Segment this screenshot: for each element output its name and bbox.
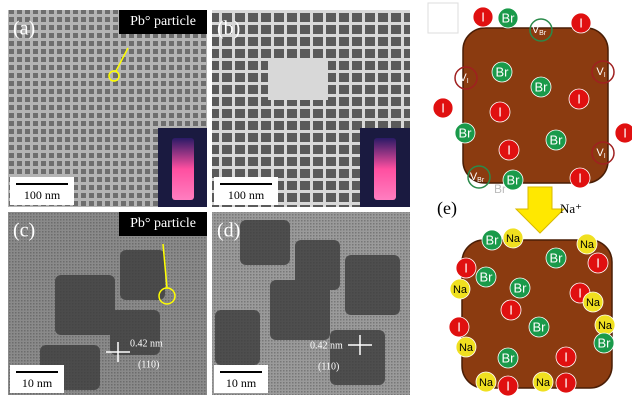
ion-label: Br xyxy=(480,269,494,284)
vacancy-subscript: Br xyxy=(539,30,547,37)
ion-label: I xyxy=(464,260,468,275)
ion-label: Br xyxy=(550,250,564,265)
ion-label: Na xyxy=(459,342,474,354)
ion-label: Br xyxy=(598,335,612,350)
scale-label: 100 nm xyxy=(24,188,61,202)
ion-label: I xyxy=(623,125,627,140)
ion-label: Br xyxy=(533,319,547,334)
ion-label: Br xyxy=(550,132,564,147)
vacancy-subscript: I xyxy=(467,78,469,85)
scale-label: 10 nm xyxy=(226,376,257,390)
ion-label: Na xyxy=(506,233,521,245)
lattice-plane: (110) xyxy=(318,361,339,372)
scale-label: 10 nm xyxy=(22,376,53,390)
ion-label: I xyxy=(578,285,582,300)
panel-label: (b) xyxy=(217,18,240,40)
ion-label: I xyxy=(564,349,568,364)
ion-label: I xyxy=(457,319,461,334)
ion-label: I xyxy=(481,9,485,24)
ion-label: Br xyxy=(514,280,528,295)
ion-label: Br xyxy=(486,232,500,247)
ion-label: Br xyxy=(507,172,521,187)
ion-label: Na xyxy=(479,377,494,389)
ion-label: I xyxy=(564,375,568,390)
lattice-spacing: 0.42 nm xyxy=(310,340,343,351)
ion-label: I xyxy=(596,255,600,270)
lattice-plane: (110) xyxy=(138,359,159,370)
ion-label: I xyxy=(509,302,513,317)
arrow xyxy=(516,187,564,233)
ion-label: I xyxy=(506,378,510,393)
vacancy-label: VBr xyxy=(532,24,547,37)
ion-label: I xyxy=(577,91,581,106)
panel-label: (d) xyxy=(217,220,240,242)
ion-label: Br xyxy=(459,125,473,140)
ion-label: I xyxy=(579,15,583,30)
ion-label: Na xyxy=(586,297,601,309)
tem-gap xyxy=(268,60,328,100)
ion-label: Na xyxy=(536,377,551,389)
annotation: Pb° particle xyxy=(130,14,196,29)
vacancy-subscript: I xyxy=(604,72,606,79)
panel-label: (c) xyxy=(13,220,35,242)
ion-label: Br xyxy=(502,350,516,365)
vacancy-subscript: Br xyxy=(477,177,485,184)
figure: (a) Pb° particle 100 nm (b) 100 nm (c) Pb° par… xyxy=(0,0,632,399)
ion-label: Na xyxy=(580,239,595,251)
ion-label: Br xyxy=(496,64,510,79)
reagent: Na⁺ xyxy=(560,201,582,216)
ion-label: I xyxy=(507,142,511,157)
ion-label: I xyxy=(578,170,582,185)
panel-label: (e) xyxy=(437,198,457,219)
ion-label: Br xyxy=(502,10,516,25)
lattice-spacing: 0.42 nm xyxy=(130,338,163,349)
page: {"panels":[ {"label":"(a)","annotation":… xyxy=(0,0,632,399)
annotation: Pb° particle xyxy=(130,216,196,231)
ion-label: Na xyxy=(453,284,468,296)
blank-box xyxy=(428,3,458,33)
vacancy-subscript: I xyxy=(604,153,606,160)
ion-label: I xyxy=(441,100,445,115)
ion-label: Na xyxy=(598,320,613,332)
panel-label: (a) xyxy=(13,18,35,40)
scale-label: 100 nm xyxy=(228,188,265,202)
vial xyxy=(374,138,396,200)
ion-label: Br xyxy=(535,79,549,94)
ion-label: I xyxy=(498,104,502,119)
vial xyxy=(172,138,194,200)
